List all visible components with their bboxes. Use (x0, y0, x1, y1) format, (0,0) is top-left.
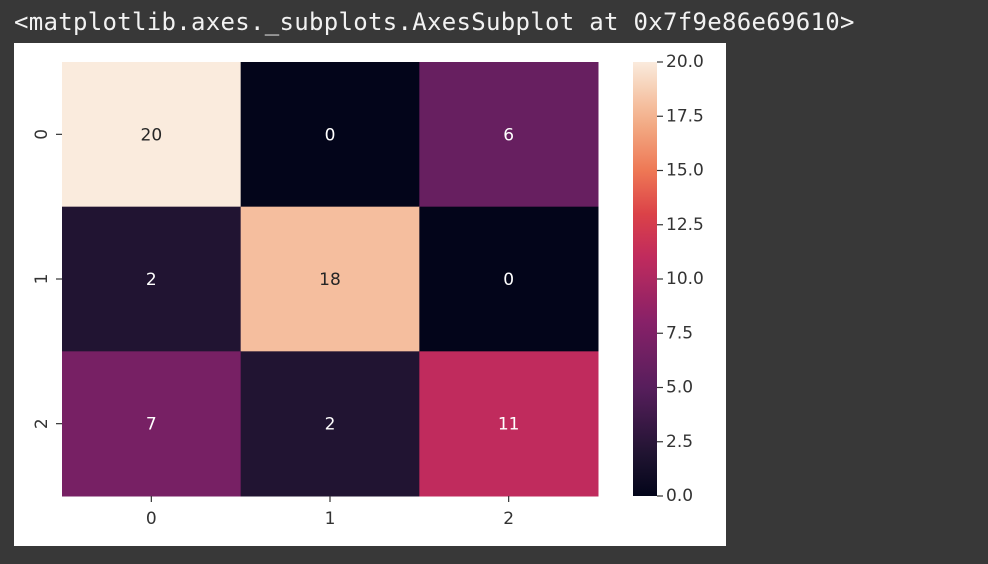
y-tick-label-2: 2 (32, 418, 52, 429)
heatmap-cell-r1-c1 (240, 206, 420, 352)
x-tick-label-0: 0 (146, 509, 157, 529)
cell-annotation-r1-c2: 0 (503, 270, 514, 290)
colorbar-tick-label-7: 17.5 (666, 106, 704, 126)
y-tick-label-1: 1 (32, 274, 52, 285)
heatmap-cell-r2-c2 (419, 351, 599, 497)
cell-annotation-r1-c0: 2 (146, 270, 157, 290)
cell-annotation-r2-c2: 11 (498, 415, 520, 435)
colorbar-tick-label-4: 10.0 (666, 269, 704, 289)
heatmap-cell-r2-c1 (240, 351, 420, 497)
x-tick-label-1: 1 (325, 509, 336, 529)
colorbar-tick-label-3: 7.5 (666, 323, 693, 343)
x-tick-label-2: 2 (503, 509, 514, 529)
cell-annotation-r0-c0: 20 (141, 125, 163, 145)
cell-annotation-r2-c1: 2 (325, 415, 336, 435)
colorbar-tick-label-0: 0.0 (666, 486, 693, 506)
cell-annotation-r2-c0: 7 (146, 415, 157, 435)
cell-annotation-r0-c2: 6 (503, 125, 514, 145)
cell-annotation-r0-c1: 0 (325, 125, 336, 145)
colorbar-tick-label-1: 2.5 (666, 432, 693, 452)
heatmap-cell-r0-c1 (240, 62, 420, 208)
cell-output-text: <matplotlib.axes._subplots.AxesSubplot a… (14, 8, 855, 36)
heatmap-cell-r1-c0 (62, 206, 242, 352)
heatmap-cell-r2-c0 (62, 351, 242, 497)
heatmap-cell-r0-c0 (62, 62, 242, 208)
cell-annotation-r1-c1: 18 (319, 270, 341, 290)
colorbar-tick-label-8: 20.0 (666, 52, 704, 72)
colorbar-tick-label-5: 12.5 (666, 215, 704, 235)
y-tick-label-0: 0 (32, 129, 52, 140)
colorbar-tick-label-6: 15.0 (666, 161, 704, 181)
colorbar-tick-label-2: 5.0 (666, 378, 693, 398)
figure: 20 0 6 2 18 0 7 2 11 0 1 2 0 1 2 0.0 2.5 5.0 7.5 10.0 12.5 15… (14, 43, 726, 546)
heatmap-cell-r0-c2 (419, 62, 599, 208)
heatmap-chart: 20 0 62 18 07 2 110 1 20120.02.55.07.510.012.515… (32, 52, 704, 529)
colorbar (633, 62, 657, 496)
heatmap-cell-r1-c2 (419, 206, 599, 352)
